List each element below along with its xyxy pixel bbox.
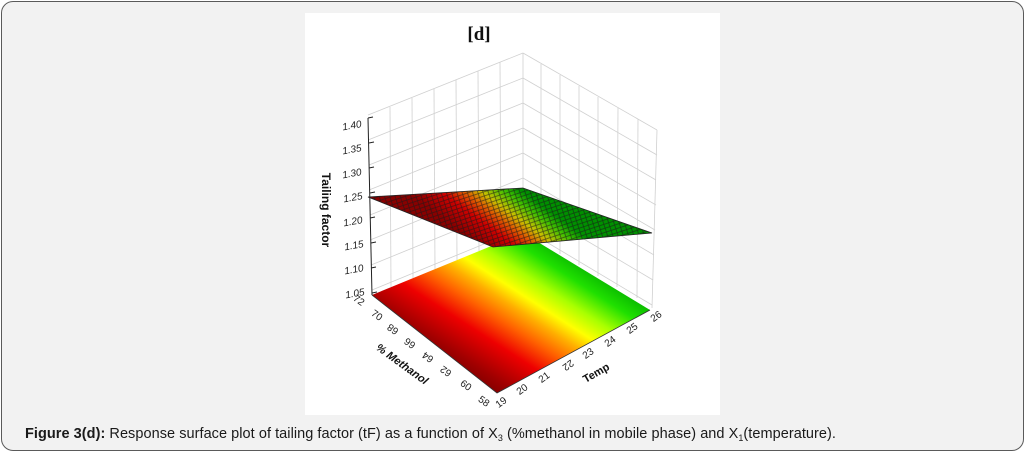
- z-tick-1.35: 1.35: [341, 143, 363, 157]
- panel-label: [d]: [467, 24, 490, 45]
- z-tick-1.30: 1.30: [341, 167, 363, 181]
- z-tick-1.40: 1.40: [341, 119, 363, 133]
- svg-text:70: 70: [369, 308, 385, 324]
- figure-caption: Figure 3(d): Response surface plot of ta…: [25, 426, 836, 443]
- svg-text:66: 66: [402, 335, 418, 351]
- z-tick-1.25: 1.25: [342, 191, 364, 205]
- floor-contour: [372, 233, 650, 393]
- svg-text:62: 62: [438, 363, 454, 379]
- x-axis-label: Temp: [581, 361, 612, 386]
- y-axis-label: % Methanol: [374, 342, 431, 388]
- caption-label: Figure 3(d):: [25, 426, 106, 442]
- response-surface-figure: 1.40 1.35 1.30 1.25 1.20 1.15 1.10 1.05 …: [305, 13, 720, 415]
- caption-text-3: (temperature).: [743, 426, 836, 442]
- surface-plot: 1.40 1.35 1.30 1.25 1.20 1.15 1.10 1.05 …: [319, 24, 665, 411]
- z-tick-1.05: 1.05: [344, 287, 366, 301]
- svg-text:19: 19: [494, 395, 510, 411]
- svg-text:64: 64: [420, 349, 436, 365]
- z-tick-1.20: 1.20: [342, 215, 364, 229]
- svg-text:25: 25: [625, 321, 641, 337]
- svg-text:22: 22: [560, 357, 576, 373]
- z-axis: 1.40 1.35 1.30 1.25 1.20 1.15 1.10 1.05 …: [319, 116, 378, 301]
- svg-text:68: 68: [385, 321, 401, 337]
- caption-sub-1: 3: [497, 433, 503, 443]
- svg-text:60: 60: [458, 378, 474, 394]
- svg-text:23: 23: [581, 346, 597, 362]
- svg-text:58: 58: [476, 394, 492, 410]
- z-tick-1.15: 1.15: [343, 239, 365, 253]
- y-axis-ticks: 72 70 68 66 64 62 60 58: [351, 293, 492, 410]
- svg-text:24: 24: [603, 334, 619, 350]
- svg-text:20: 20: [515, 382, 531, 398]
- caption-sub-2: 1: [738, 433, 744, 443]
- caption-text-2: (%methanol in mobile phase) and X: [502, 426, 739, 442]
- response-surface: [367, 187, 653, 248]
- svg-text:21: 21: [537, 370, 553, 386]
- z-tick-1.10: 1.10: [343, 263, 365, 277]
- svg-text:26: 26: [649, 309, 665, 325]
- caption-text-1: Response surface plot of tailing factor …: [105, 426, 498, 442]
- z-axis-label: Tailing factor: [319, 173, 333, 248]
